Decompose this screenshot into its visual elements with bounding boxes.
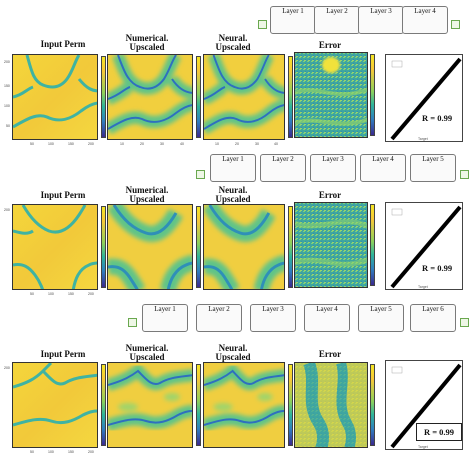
r-value-r1: R = 0.99 [422,113,453,123]
header-input-perm-r1: Input Perm [40,39,86,49]
layer-box-r3-3: Layer 3 [250,304,296,332]
tick-perm-x-r2-1: 100 [48,292,54,296]
numerical-map-r1 [107,54,193,140]
reg-x-label-r2: Target [418,285,428,289]
neural-map-r3 [203,362,285,448]
tick-perm-x-r1-2: 150 [68,142,74,146]
layer-box-r1-4: Layer 4 [402,6,448,34]
r-value-r2: R = 0.99 [422,263,453,273]
colorbar-error-r1 [370,54,375,136]
input-port-r3 [128,318,137,327]
tick-perm-x-r3-3: 200 [88,450,94,454]
tick-up-x-r1-1: 20 [140,142,144,146]
input-port-r1 [258,20,267,29]
layer-box-r2-4: Layer 4 [360,154,406,182]
layer-box-r2-3: Layer 3 [310,154,356,182]
colorbar-numerical-r2 [196,206,201,288]
reg-x-label-r3: Target [418,445,428,449]
tick-perm-x-r3-0: 50 [30,450,34,454]
header-error-r2: Error [318,190,342,200]
layer-box-r2-1: Layer 1 [210,154,256,182]
regression-plot-r3: R = 0.99 Target [385,360,463,450]
reg-x-label-r1: Target [418,137,428,141]
header-upscaled-neural-r2: Upscaled [215,194,251,204]
tick-up-x-r1-3: 40 [180,142,184,146]
tick-perm-y-r2-0: 200 [4,208,10,212]
input-perm-map-r3 [12,362,98,448]
layer-box-r2-5: Layer 5 [410,154,456,182]
tick-up-x-r1-2: 30 [160,142,164,146]
header-input-perm-r2: Input Perm [40,190,86,200]
layer-box-r1-1: Layer 1 [270,6,316,34]
header-upscaled-r1: Upscaled [129,42,165,52]
header-input-perm-r3: Input Perm [40,349,86,359]
numerical-map-r2 [107,204,193,290]
output-port-r3 [460,318,469,327]
layer-box-r1-2: Layer 2 [314,6,360,34]
tick-perm-y-r1-3: 50 [6,124,10,128]
regression-plot-r2: R = 0.99 Target [385,202,463,290]
tick-perm-x-r1-0: 50 [30,142,34,146]
regression-plot-r1: R = 0.99 Target [385,54,463,142]
numerical-map-r3 [107,362,193,448]
tick-perm-x-r3-2: 150 [68,450,74,454]
tick-perm-y-r3-0: 200 [4,366,10,370]
header-upscaled-neural-r1: Upscaled [215,42,251,52]
header-error-r1: Error [318,40,342,50]
tick-perm-x-r2-2: 150 [68,292,74,296]
layer-box-r1-3: Layer 3 [358,6,404,34]
input-perm-map-r2 [12,204,98,290]
colorbar-input-r3 [101,364,106,446]
tick-up-x-r1-0: 10 [120,142,124,146]
input-port-r2 [196,170,205,179]
layer-box-r3-6: Layer 6 [410,304,456,332]
header-numerical-r3: Numerical. [125,343,169,353]
layer-box-r3-4: Layer 4 [304,304,350,332]
r-value-frame-r3: R = 0.99 [416,423,462,441]
tick-perm-x-r1-1: 100 [48,142,54,146]
r-value-r3: R = 0.99 [423,427,455,437]
colorbar-error-r2 [370,204,375,286]
tick-perm-y-r1-1: 150 [4,84,10,88]
layer-box-r2-2: Layer 2 [260,154,306,182]
tick-nn-x-r1-1: 20 [235,142,239,146]
tick-perm-x-r2-3: 200 [88,292,94,296]
header-upscaled-r2: Upscaled [129,194,165,204]
header-numerical-r2: Numerical. [125,185,169,195]
tick-nn-x-r1-0: 10 [215,142,219,146]
output-port-r1 [451,20,460,29]
tick-perm-x-r2-0: 50 [30,292,34,296]
neural-map-r1 [203,54,285,140]
colorbar-input-r2 [101,206,106,288]
tick-nn-x-r1-3: 40 [274,142,278,146]
colorbar-numerical-r1 [196,56,201,138]
tick-perm-x-r3-1: 100 [48,450,54,454]
header-upscaled-neural-r3: Upscaled [215,352,251,362]
error-map-r3 [294,362,368,448]
colorbar-error-r3 [370,364,375,446]
colorbar-numerical-r3 [196,364,201,446]
input-perm-map-r1 [12,54,98,140]
header-neural-r3: Neural. [218,343,248,353]
header-numerical-r1: Numerical. [125,33,169,43]
header-neural-r2: Neural. [218,185,248,195]
header-upscaled-r3: Upscaled [129,352,165,362]
layer-box-r3-5: Layer 5 [358,304,404,332]
error-map-r2 [294,202,368,288]
colorbar-input-r1 [101,56,106,138]
tick-nn-x-r1-2: 30 [255,142,259,146]
layer-box-r3-1: Layer 1 [142,304,188,332]
neural-map-r2 [203,204,285,290]
tick-perm-x-r1-3: 200 [88,142,94,146]
colorbar-neural-r3 [288,364,293,446]
layer-box-r3-2: Layer 2 [196,304,242,332]
colorbar-neural-r2 [288,206,293,288]
header-neural-r1: Neural. [218,33,248,43]
error-map-r1 [294,52,368,138]
header-error-r3: Error [318,349,342,359]
tick-perm-y-r1-2: 100 [4,104,10,108]
colorbar-neural-r1 [288,56,293,138]
output-port-r2 [460,170,469,179]
tick-perm-y-r1-0: 200 [4,60,10,64]
